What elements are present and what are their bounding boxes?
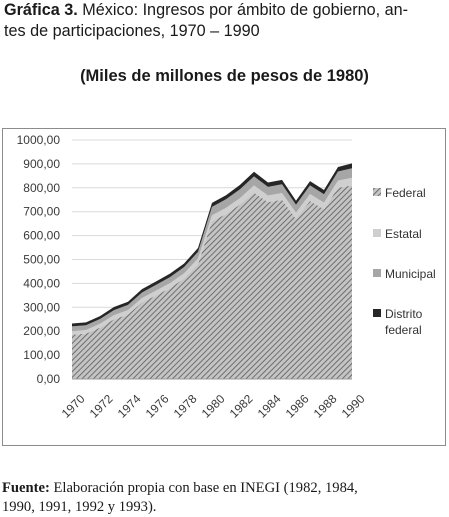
y-tick-label: 700,00: [23, 205, 60, 219]
x-tick-label: 1984: [255, 392, 284, 421]
x-tick-label: 1974: [115, 392, 144, 421]
figure-title-line2: tes de participaciones, 1970 – 1990: [4, 22, 260, 40]
y-tick-label: 0,00: [37, 372, 61, 386]
x-tick-label: 1970: [59, 392, 88, 421]
x-tick-label: 1972: [87, 392, 116, 421]
x-tick-label: 1978: [171, 392, 200, 421]
legend-label: Distrito: [385, 307, 423, 321]
y-tick-label: 900,00: [23, 157, 60, 171]
y-tick-label: 800,00: [23, 181, 60, 195]
x-tick-label: 1986: [283, 392, 312, 421]
figure-label: Gráfica 3.: [4, 1, 78, 19]
y-tick-label: 500,00: [23, 253, 60, 267]
legend-label: Estatal: [385, 227, 422, 241]
legend-label: federal: [385, 323, 422, 337]
legend-label: Federal: [385, 186, 426, 200]
y-tick-label: 600,00: [23, 229, 60, 243]
figure-title-line1: México: Ingresos por ámbito de gobierno,…: [77, 1, 409, 19]
area-series: [72, 163, 352, 379]
source-text-line2: 1990, 1991, 1992 y 1993).: [2, 499, 157, 515]
x-tick-label: 1982: [227, 392, 256, 421]
source-label: Fuente:: [2, 480, 50, 496]
figure-heading: Gráfica 3. México: Ingresos por ámbito d…: [4, 0, 446, 42]
x-tick-label: 1990: [339, 392, 368, 421]
y-tick-label: 100,00: [23, 348, 60, 362]
figure-subtitle: (Miles de millones de pesos de 1980): [80, 67, 369, 85]
legend: Federal Estatal Municipal Distrito federal: [373, 186, 436, 337]
source-note: Fuente: Elaboración propia con base en I…: [2, 479, 446, 517]
y-tick-label: 300,00: [23, 300, 60, 314]
legend-swatch: [373, 269, 381, 277]
legend-swatch: [373, 229, 381, 237]
legend-swatch: [373, 309, 381, 317]
area-series-federal: [72, 185, 352, 379]
y-tick-label: 200,00: [23, 324, 60, 338]
stacked-area-chart: 0,00 100,00 200,00 300,00 400,00 500,00 600,00…: [17, 133, 436, 421]
legend-label: Municipal: [385, 267, 436, 281]
x-tick-label: 1988: [311, 392, 340, 421]
x-tick-label: 1980: [199, 392, 228, 421]
x-tick-label: 1976: [143, 392, 172, 421]
legend-swatch: [373, 188, 381, 196]
chart-frame: 0,00 100,00 200,00 300,00 400,00 500,00 600,00…: [2, 128, 446, 446]
source-text-line1: Elaboración propia con base en INEGI (19…: [49, 480, 358, 496]
y-tick-label: 1000,00: [17, 133, 61, 147]
y-tick-label: 400,00: [23, 276, 60, 290]
